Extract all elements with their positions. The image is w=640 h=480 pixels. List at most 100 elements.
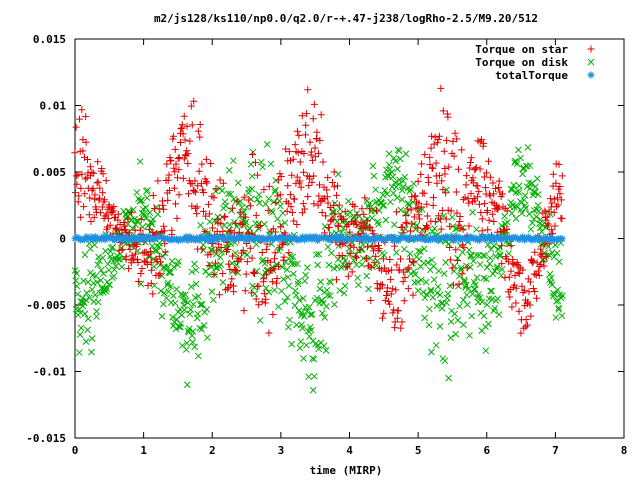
star-point [246,244,254,252]
star-point [294,149,302,157]
disk-point [272,177,280,184]
star-point [271,228,279,236]
star-point [106,221,114,229]
disk-point [93,279,101,286]
total-point [466,233,474,241]
star-point [297,183,305,191]
star-point [252,211,260,219]
disk-point [438,305,446,312]
disk-point [256,199,263,207]
star-point [492,185,500,193]
disk-point [88,286,96,293]
star-point [195,167,203,175]
disk-point [91,291,99,299]
y-tick-label: -0.01 [33,366,66,379]
star-point [369,230,377,238]
star-point [403,219,411,227]
star-point [108,208,116,216]
disk-point [91,241,98,249]
star-point [437,84,445,92]
disk-point [403,209,411,217]
star-point [135,277,143,285]
star-point [230,282,238,290]
star-point [341,208,349,216]
total-point [287,235,295,243]
disk-point [82,338,90,345]
star-point [103,210,111,218]
star-point [324,174,332,182]
star-point [228,275,236,283]
star-point [285,249,293,257]
disk-point [177,323,184,331]
disk-point [93,313,100,320]
star-point [318,208,326,216]
star-point [310,172,318,180]
star-point [243,258,251,266]
disk-point [341,282,349,290]
star-point [159,201,167,209]
star-point [452,246,460,254]
disk-point [490,242,498,250]
disk-point [271,186,279,194]
total-point [483,234,491,242]
disk-point [461,278,468,286]
star-point [210,194,218,202]
star-point [540,262,548,270]
star-point [489,179,497,187]
disk-point [446,282,454,290]
star-point [437,225,445,233]
legend-label-star: Torque on star [475,43,568,56]
disk-point [358,261,366,269]
star-point [301,131,309,139]
disk-point [168,257,176,265]
star-point [441,170,449,178]
star-point [184,150,192,158]
star-point [431,218,439,226]
total-point [88,233,96,241]
star-point [264,207,272,215]
star-point [251,270,259,278]
star-point [411,192,419,200]
star-point [81,190,89,198]
star-point [476,165,484,173]
disk-point [426,305,433,313]
total-point [312,233,320,241]
disk-point [105,281,113,288]
star-point [386,256,394,264]
star-point [490,217,498,225]
disk-point [467,253,475,260]
total-point [340,236,348,244]
disk-point [399,177,407,185]
total-point [353,234,361,242]
star-point [324,199,332,207]
star-point [174,154,182,162]
disk-point [100,270,107,278]
disk-point [496,251,504,259]
disk-point [454,316,462,324]
star-point [365,223,373,231]
disk-point [436,323,444,330]
star-point [543,213,551,221]
star-point [204,251,212,259]
disk-point [102,287,110,295]
disk-point [486,254,494,262]
disk-point [160,300,167,308]
star-point [495,184,503,192]
disk-point [187,306,195,313]
star-point [260,186,268,194]
total-point [558,235,566,243]
star-point [188,121,196,129]
star-point [258,249,266,257]
disk-point [483,301,491,309]
disk-point [479,251,487,259]
star-point [405,264,413,272]
star-point [186,137,194,145]
star-point [375,245,383,253]
disk-point [381,187,389,194]
star-point [514,269,522,277]
total-point [522,234,530,242]
star-point [387,275,395,283]
disk-point [309,386,317,394]
disk-point [431,225,438,232]
